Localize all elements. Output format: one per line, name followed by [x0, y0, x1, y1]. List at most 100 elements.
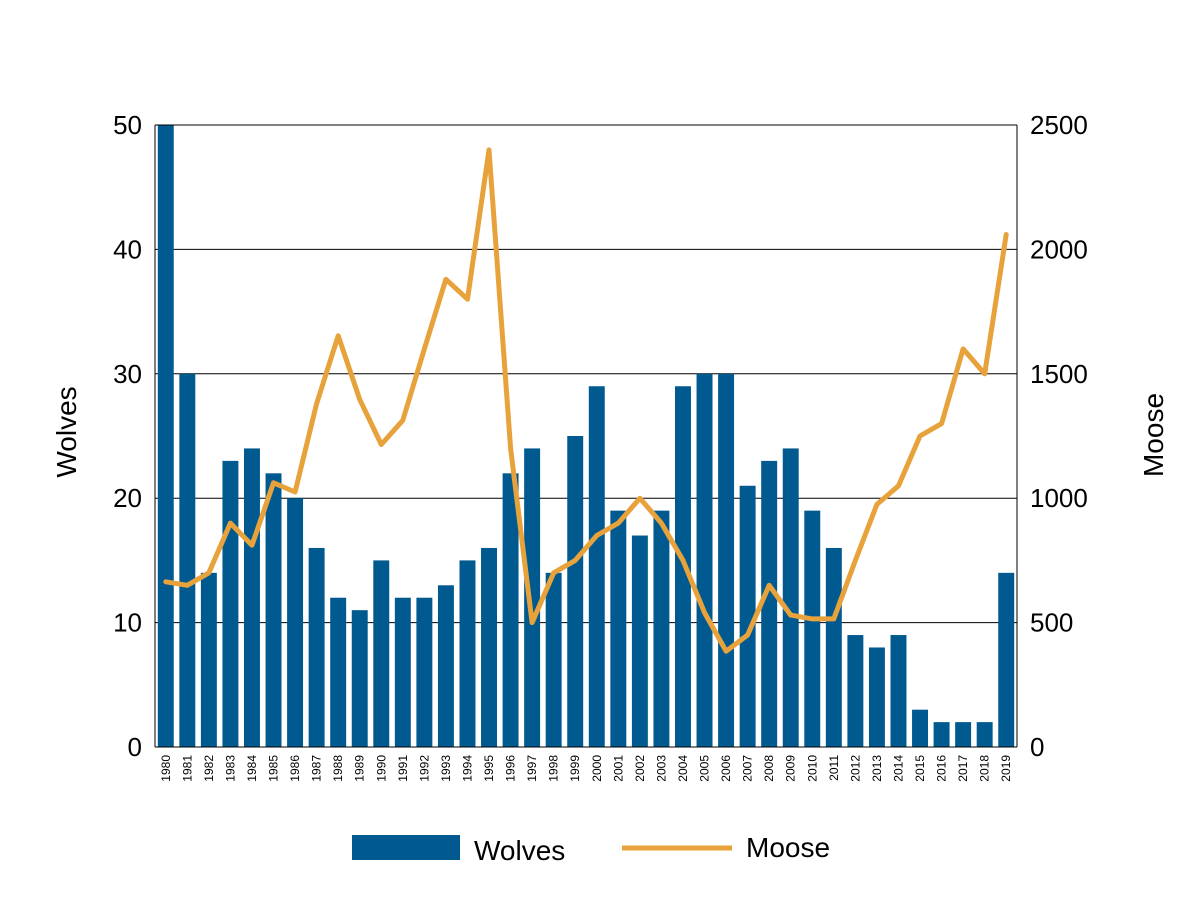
wolves-bar: [200, 572, 217, 747]
x-tick-label: 1984: [245, 755, 259, 782]
x-tick-label: 1991: [396, 755, 410, 782]
right-tick-label: 2000: [1030, 234, 1088, 264]
x-tick-label: 1993: [439, 755, 453, 782]
right-axis-ticks: 0 500 1000 1500 2000 2500: [1030, 110, 1088, 762]
x-tick-label: 1985: [267, 755, 281, 782]
x-tick-label: 1994: [461, 755, 475, 782]
x-tick-label: 1986: [288, 755, 302, 782]
right-tick-label: 2500: [1030, 110, 1088, 140]
x-tick-label: 1988: [331, 755, 345, 782]
x-tick-label: 2011: [827, 755, 841, 781]
right-tick-label: 0: [1030, 732, 1044, 762]
wolves-bar: [847, 635, 864, 747]
wolves-bar: [481, 547, 497, 747]
plot-frame: [154, 124, 1018, 748]
left-tick-label: 50: [113, 110, 142, 140]
left-axis-title: Wolves: [51, 386, 82, 477]
wolves-bar: [157, 125, 174, 747]
wolves-bar: [976, 722, 993, 747]
left-tick-label: 20: [113, 483, 142, 513]
x-tick-label: 1990: [374, 755, 388, 782]
x-tick-label: 1997: [525, 755, 539, 782]
legend-moose-label: Moose: [746, 832, 830, 863]
left-tick-label: 10: [113, 608, 142, 638]
x-tick-label: 2018: [978, 755, 992, 782]
x-tick-label: 2004: [676, 755, 690, 782]
x-tick-label: 1987: [310, 755, 324, 782]
x-tick-label: 1996: [504, 755, 518, 782]
wolves-bar: [524, 448, 541, 747]
wolves-bar: [653, 510, 670, 747]
wolves-bar: [890, 635, 907, 747]
wolves-bar: [933, 722, 950, 747]
x-tick-label: 2006: [719, 755, 733, 782]
wolves-bar: [696, 373, 713, 747]
x-tick-label: 1999: [568, 755, 582, 782]
x-tick-label: 1983: [223, 755, 237, 782]
x-tick-label: 2017: [956, 755, 970, 782]
wolves-bar: [588, 386, 605, 747]
x-tick-label: 2008: [762, 755, 776, 782]
left-tick-label: 30: [113, 359, 142, 389]
wolves-bar: [739, 485, 756, 747]
wolves-bar: [394, 597, 411, 747]
wolves-bar: [416, 597, 433, 747]
x-tick-label: 1992: [417, 755, 431, 782]
wolves-bar: [502, 473, 519, 747]
x-tick-label: 1982: [202, 755, 216, 782]
right-tick-label: 1500: [1030, 359, 1088, 389]
x-tick-label: 2001: [611, 755, 625, 782]
x-tick-label: 2019: [999, 755, 1013, 782]
wolves-bar: [373, 560, 390, 747]
wolves-bar: [244, 448, 260, 747]
wolves-bar: [761, 460, 778, 747]
x-tick-label: 2002: [633, 755, 647, 782]
x-tick-label: 1989: [353, 755, 367, 782]
wolves-bar: [265, 473, 282, 747]
moose-series-line: [163, 147, 1009, 654]
right-tick-label: 500: [1030, 608, 1073, 638]
wolves-bar: [998, 572, 1015, 747]
x-tick-label: 1981: [180, 755, 194, 782]
left-tick-label: 40: [113, 234, 142, 264]
x-tick-label: 2013: [870, 755, 884, 782]
wolves-bars: [157, 125, 1015, 747]
legend-wolves-label: Wolves: [474, 835, 565, 866]
wolves-bar: [825, 547, 842, 747]
x-tick-label: 1995: [482, 755, 496, 782]
x-tick-label: 2015: [913, 755, 927, 782]
wolves-bar: [610, 510, 627, 747]
x-tick-label: 2000: [590, 755, 604, 782]
wolves-bar: [222, 460, 239, 747]
wolves-bar: [955, 722, 972, 747]
wolves-bar: [782, 448, 799, 747]
x-tick-label: 1998: [547, 755, 561, 782]
wolves-bar: [179, 373, 196, 747]
x-tick-label: 2012: [848, 755, 862, 782]
x-tick-label: 2014: [892, 755, 906, 782]
wolves-bar: [351, 610, 368, 747]
x-tick-label: 2005: [698, 755, 712, 782]
x-tick-label: 1980: [159, 755, 173, 782]
wolves-bar: [545, 572, 562, 747]
legend-wolves-swatch: [352, 835, 460, 860]
right-tick-label: 1000: [1030, 483, 1088, 513]
wolves-bar: [912, 709, 928, 747]
left-tick-label: 0: [128, 732, 142, 762]
wolves-bar: [330, 597, 347, 747]
legend: Wolves Moose: [352, 832, 830, 866]
wolves-bar: [437, 585, 454, 747]
x-tick-label: 2003: [654, 755, 668, 782]
wolves-bar: [631, 535, 648, 747]
wolves-bar: [804, 510, 821, 747]
right-axis-title: Moose: [1138, 393, 1169, 477]
x-tick-label: 2007: [741, 755, 755, 782]
gridlines: [155, 248, 1017, 624]
wolves-bar: [308, 547, 325, 747]
wolves-bar: [718, 373, 735, 747]
moose-line: [163, 147, 1009, 654]
wolves-bar: [868, 647, 885, 747]
wolves-bar: [287, 498, 304, 747]
